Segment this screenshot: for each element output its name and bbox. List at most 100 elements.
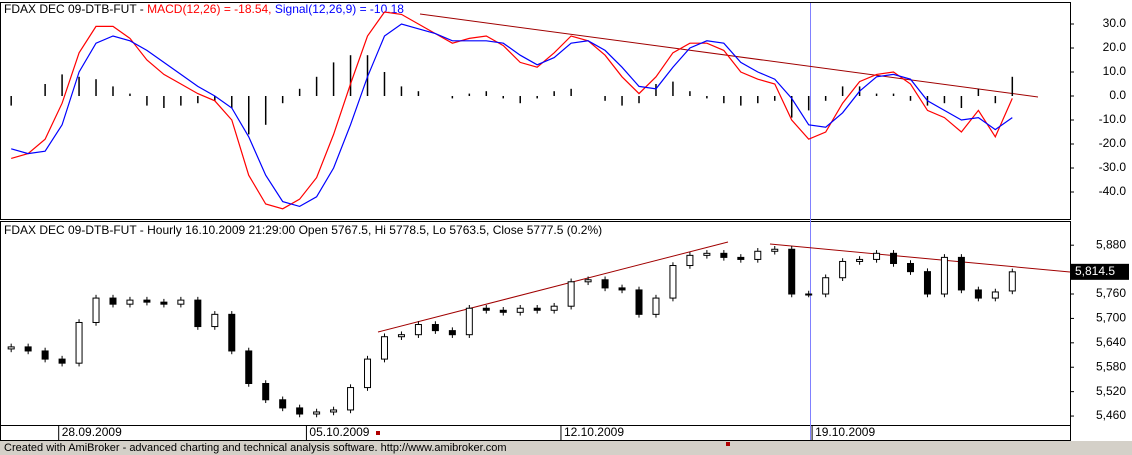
footer-bar (0, 441, 1132, 455)
candle-body (618, 287, 626, 291)
y-tick-label: -40.0 (1099, 184, 1127, 198)
y-tick-label: 5,580 (1096, 359, 1126, 373)
candle-body (364, 358, 372, 389)
candle-body (347, 387, 355, 411)
candle-body (41, 350, 49, 360)
macd-pane (0, 2, 1071, 220)
candle-body (516, 307, 524, 313)
y-tick-label: 5,640 (1096, 335, 1126, 349)
indicator-line (11, 11, 1013, 210)
candle-body (245, 350, 253, 385)
y-tick-label: 30.0 (1103, 16, 1127, 30)
candle-body (228, 313, 236, 352)
candle-body (974, 289, 982, 299)
candle-body (720, 252, 728, 258)
candle-body (839, 260, 847, 279)
candle-body (75, 321, 83, 364)
candle-body (58, 358, 66, 364)
candle-body (890, 252, 898, 264)
candle-body (92, 297, 100, 323)
price-title: FDAX DEC 09-DTB-FUT - Hourly 16.10.2009 … (4, 223, 602, 237)
candle-body (737, 256, 745, 260)
date-strip (0, 425, 1071, 441)
candle-body (822, 277, 830, 295)
trend-line (419, 13, 1039, 98)
candle-body (805, 293, 813, 296)
candle-body (652, 297, 660, 315)
candle-body (550, 305, 558, 311)
candle-body (262, 383, 270, 401)
title-segment: FDAX DEC 09-DTB-FUT - (4, 2, 147, 16)
title-segment: MACD(12,26) = -18.54, (147, 2, 275, 16)
candle-body (482, 307, 490, 311)
y-tick-label: 5,760 (1096, 286, 1126, 300)
candle-body (160, 301, 168, 305)
y-tick-label: -10.0 (1099, 112, 1127, 126)
candle-body (788, 248, 796, 295)
candle-body (686, 254, 694, 267)
x-tick-label: 12.10.2009 (564, 425, 624, 439)
candle-body (24, 346, 32, 352)
y-tick-label: 10.0 (1103, 64, 1127, 78)
x-tick-label: 19.10.2009 (815, 425, 875, 439)
marker (376, 431, 380, 435)
candle-body (635, 289, 643, 315)
indicator-line (11, 23, 1013, 208)
candle-body (126, 299, 134, 305)
candle-body (991, 291, 999, 299)
y-tick-label: 5,700 (1096, 311, 1126, 325)
candle-body (194, 299, 202, 328)
candle-body (754, 250, 762, 260)
candle-body (703, 252, 711, 256)
candle-body (923, 271, 931, 295)
candle-body (957, 256, 965, 291)
candle-body (465, 307, 473, 336)
price-pane (0, 221, 1071, 426)
candle-body (873, 252, 881, 260)
candle-body (906, 262, 914, 273)
candle-body (431, 324, 439, 332)
trend-line (377, 241, 729, 333)
candle-body (109, 297, 117, 305)
last-value-box (1071, 263, 1129, 280)
trend-line (769, 243, 1071, 273)
candle-body (448, 330, 456, 336)
title-segment: Signal(12,26,9) = -10.18 (275, 2, 404, 16)
candle-body (380, 336, 388, 360)
candle-body (143, 299, 151, 303)
candle-body (397, 334, 405, 338)
candle-body (7, 346, 15, 350)
candle-body (279, 399, 287, 409)
candle-body (584, 279, 592, 283)
y-tick-label: 5,880 (1096, 237, 1126, 251)
candle-body (499, 309, 507, 313)
candle-body (856, 258, 864, 262)
candle-body (533, 307, 541, 311)
x-tick-label: 05.10.2009 (309, 425, 369, 439)
candle-body (313, 411, 321, 415)
candle-body (211, 313, 219, 328)
y-tick-label: 0.0 (1109, 88, 1126, 102)
candle-body (296, 407, 304, 415)
x-tick-label: 28.09.2009 (62, 425, 122, 439)
candle-body (567, 281, 575, 307)
y-tick-label: -20.0 (1099, 136, 1127, 150)
candle-body (330, 409, 338, 413)
macd-title: FDAX DEC 09-DTB-FUT - MACD(12,26) = -18.… (4, 2, 404, 16)
candle-body (414, 324, 422, 336)
candle-body (669, 265, 677, 299)
y-tick-label: 5,460 (1096, 408, 1126, 422)
candle-body (1008, 271, 1016, 292)
candle-body (940, 256, 948, 295)
candle-body (771, 248, 779, 252)
candle-body (177, 299, 185, 305)
candle-body (601, 279, 609, 289)
y-tick-label: -30.0 (1099, 160, 1127, 174)
y-tick-label: 20.0 (1103, 40, 1127, 54)
last-value-label: 5,814.5 (1075, 264, 1115, 278)
marker (726, 442, 730, 446)
y-tick-label: 5,520 (1096, 384, 1126, 398)
footer-text: Created with AmiBroker - advanced charti… (4, 442, 507, 454)
